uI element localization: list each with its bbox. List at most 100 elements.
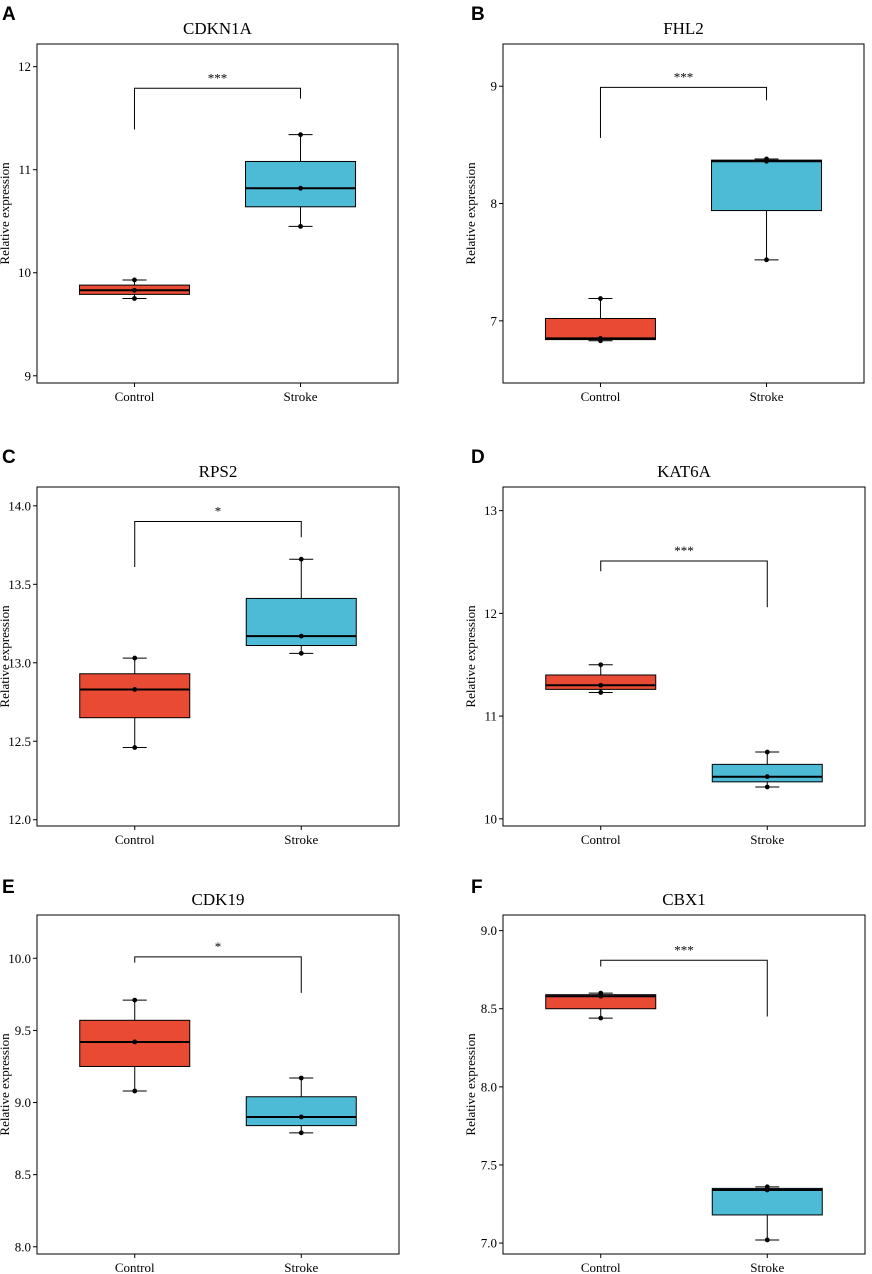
panel-a: A CDKN1A 9 10 11 12 Relative expression Control… <box>0 4 399 404</box>
data-point <box>298 132 303 138</box>
data-point <box>132 1088 138 1094</box>
y-tick-label: 10.0 <box>8 951 31 966</box>
data-point <box>132 745 138 750</box>
y-axis-label: Relative expression <box>0 1033 12 1136</box>
data-point <box>132 655 138 661</box>
x-tick-label: Stroke <box>284 832 318 847</box>
significance-label: *** <box>674 69 694 84</box>
box-stroke <box>711 1184 823 1243</box>
y-axis-label: Relative expression <box>463 162 478 265</box>
panel-letter: E <box>2 877 15 898</box>
y-tick-label: 11 <box>18 162 31 177</box>
box-control <box>79 655 191 750</box>
x-tick-label: Stroke <box>284 1260 318 1274</box>
data-point <box>764 784 770 790</box>
box-stroke <box>245 556 357 656</box>
panel-letter: F <box>471 877 483 898</box>
data-point <box>298 556 304 562</box>
x-tick-label: Stroke <box>750 832 784 847</box>
x-tick-label: Stroke <box>750 1260 784 1274</box>
y-axis-label: Relative expression <box>0 605 12 708</box>
panel-letter: B <box>471 4 485 25</box>
panel-b: B FHL2 7 8 9 Relative expression Control Stroke… <box>463 4 865 404</box>
x-tick-label: Control <box>581 389 621 404</box>
y-tick-label: 10 <box>18 265 31 280</box>
y-tick-label: 7.0 <box>481 1236 497 1251</box>
y-tick-label: 7.5 <box>481 1157 497 1172</box>
significance-bracket <box>600 560 768 608</box>
chart-title: CDKN1A <box>183 19 253 38</box>
data-point <box>598 1015 604 1021</box>
significance-label: *** <box>674 543 694 558</box>
y-tick-label: 9.0 <box>481 923 497 938</box>
y-tick-label: 13.0 <box>8 655 31 670</box>
significance-bracket <box>134 956 302 993</box>
y-tick-label: 9 <box>25 368 32 383</box>
y-tick-label: 7 <box>491 313 498 328</box>
data-point <box>764 257 769 263</box>
data-point <box>298 650 304 656</box>
box-control <box>545 662 657 695</box>
y-tick-label: 8.5 <box>15 1167 31 1182</box>
significance-label: * <box>215 939 222 954</box>
panel-letter: A <box>2 4 16 25</box>
significance-bracket <box>134 521 302 568</box>
data-point <box>132 296 137 301</box>
y-tick-label: 12.5 <box>8 734 31 749</box>
chart-title: CDK19 <box>192 890 245 909</box>
y-tick-label: 14.0 <box>8 498 31 513</box>
significance-bracket <box>600 959 768 1017</box>
y-tick-label: 9.0 <box>15 1095 31 1110</box>
box-control <box>79 997 191 1094</box>
y-tick-label: 9.5 <box>15 1023 31 1038</box>
box-body <box>711 763 823 783</box>
data-point <box>298 1114 304 1120</box>
box-body <box>79 673 191 719</box>
significance-label: *** <box>208 70 228 85</box>
y-tick-label: 12 <box>18 59 31 74</box>
chart-title: FHL2 <box>663 19 704 38</box>
panel-letter: C <box>2 447 16 468</box>
data-point <box>764 774 770 780</box>
x-tick-label: Control <box>581 1260 621 1274</box>
box-body <box>711 1187 823 1216</box>
significance-bracket <box>133 87 302 130</box>
box-body <box>245 1096 357 1127</box>
y-tick-label: 8.0 <box>481 1079 497 1094</box>
y-tick-label: 8.5 <box>481 1001 497 1016</box>
data-point <box>764 1237 770 1243</box>
box-stroke <box>245 1075 357 1136</box>
y-tick-label: 10 <box>484 811 497 826</box>
data-point <box>132 287 137 293</box>
panel-d: D KAT6A 10 11 12 13 Relative expression Control… <box>463 447 866 847</box>
plot-frame <box>36 486 400 827</box>
significance-bracket <box>599 86 768 138</box>
data-point <box>598 296 603 301</box>
box-body <box>711 159 823 212</box>
panel-letter: D <box>471 447 485 468</box>
box-control <box>544 296 656 344</box>
data-point <box>598 682 604 688</box>
x-tick-label: Stroke <box>750 389 784 404</box>
data-point <box>298 1130 304 1136</box>
plot-frame <box>502 43 865 384</box>
data-point <box>598 990 604 996</box>
box-stroke <box>711 749 823 790</box>
data-point <box>132 1039 138 1045</box>
y-tick-label: 8.0 <box>15 1239 31 1254</box>
y-axis-label: Relative expression <box>463 605 478 708</box>
chart-title: KAT6A <box>657 462 712 481</box>
plot-frame <box>36 43 399 384</box>
chart-title: RPS2 <box>199 462 238 481</box>
box-stroke <box>711 156 823 263</box>
data-point <box>598 336 603 341</box>
x-tick-label: Control <box>115 832 155 847</box>
data-point <box>132 277 137 283</box>
data-point <box>298 1075 304 1081</box>
data-point <box>764 156 769 162</box>
data-point <box>132 687 138 692</box>
significance-label: *** <box>674 942 694 957</box>
data-point <box>298 185 303 191</box>
plot-frame <box>502 914 866 1255</box>
